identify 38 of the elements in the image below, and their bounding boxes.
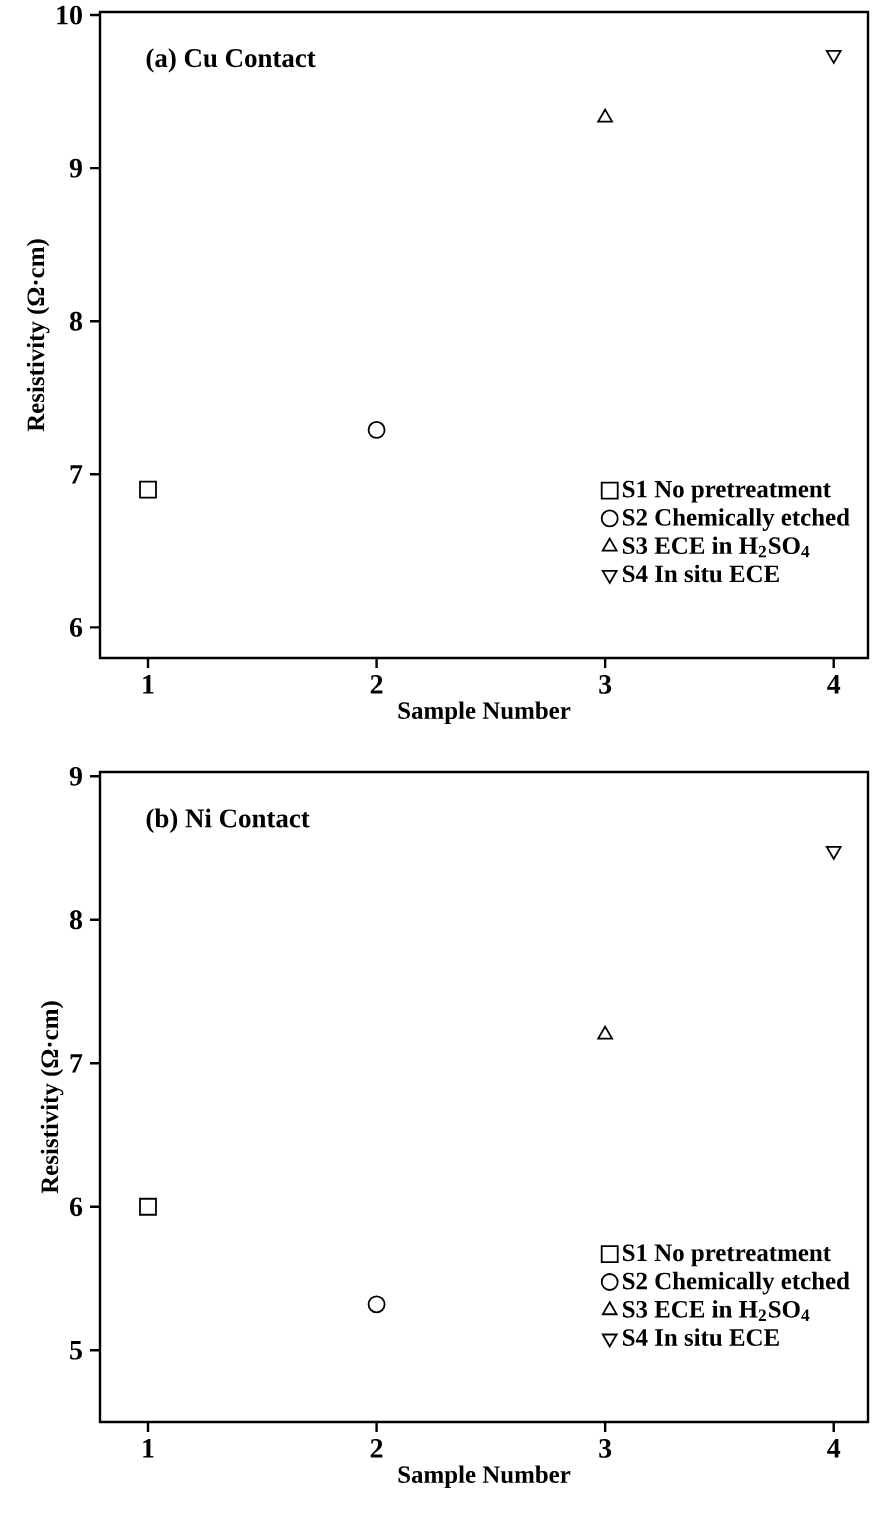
- legend-label: S4 In situ ECE: [623, 564, 779, 583]
- y-tick-label: 6: [69, 1197, 83, 1217]
- x-tick-label: 2: [370, 1439, 383, 1458]
- x-tick-label: 3: [599, 1439, 612, 1458]
- x-axis-title: Sample Number: [398, 701, 571, 725]
- legend-label: S2 Chemically etched: [623, 508, 850, 531]
- y-axis-title: Resistivity (Ω·cm): [40, 1001, 64, 1194]
- y-axis-title: Resistivity (Ω·cm): [26, 239, 50, 432]
- point: [825, 49, 842, 64]
- legend-label: S1 No pretreatment: [623, 1244, 831, 1267]
- legend-label: S4 In situ ECE: [623, 1328, 779, 1346]
- point: [139, 1197, 157, 1216]
- point: [367, 421, 386, 439]
- legend-label: S3 ECE in H$_{2}$SO$_{4}$: [623, 1300, 810, 1321]
- point: [367, 1295, 386, 1314]
- y-tick-label: 5: [70, 1340, 82, 1360]
- x-tick-label: 4: [827, 1439, 841, 1458]
- x-tick-label: 4: [827, 675, 841, 694]
- point: [139, 480, 157, 499]
- text: (b) Ni Contact: [146, 808, 310, 833]
- y-tick-label: 9: [69, 158, 82, 178]
- legend-label: S2 Chemically etched: [623, 1271, 850, 1295]
- x-tick-label: 2: [370, 675, 383, 694]
- y-tick-label: 7: [70, 1054, 83, 1073]
- y-tick-label: 9: [69, 766, 82, 786]
- y-tick-label: 6: [69, 618, 83, 637]
- legend-label: S3 ECE in H$_{2}$SO$_{4}$: [623, 536, 810, 558]
- y-tick-label: 8: [69, 910, 83, 930]
- y-tick-label: 10: [57, 5, 82, 25]
- y-tick-label: 8: [69, 311, 83, 331]
- point: [825, 846, 842, 860]
- x-tick-label: 3: [599, 675, 612, 694]
- legend-label: S1 No pretreatment: [623, 480, 831, 503]
- x-axis-title: Sample Number: [398, 1465, 571, 1489]
- x-tick-label: 1: [143, 675, 154, 694]
- x-tick-label: 1: [143, 1439, 154, 1458]
- text: (a) Cu Contact: [146, 48, 316, 73]
- y-tick-label: 7: [70, 465, 83, 484]
